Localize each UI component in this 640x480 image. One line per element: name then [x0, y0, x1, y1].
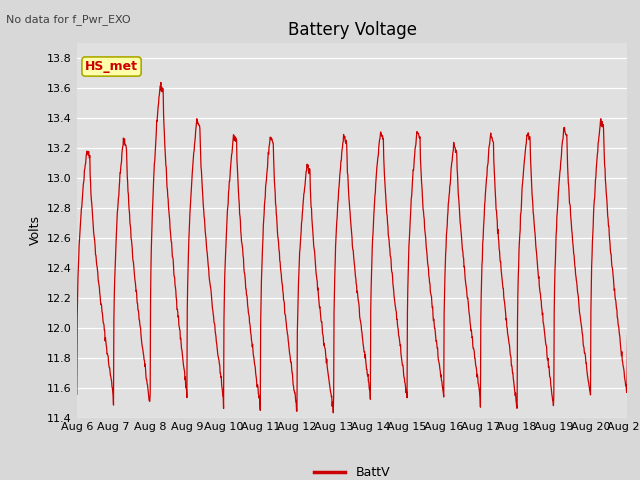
Text: HS_met: HS_met [85, 60, 138, 73]
Legend: BattV: BattV [309, 461, 395, 480]
Y-axis label: Volts: Volts [29, 216, 42, 245]
Title: Battery Voltage: Battery Voltage [287, 21, 417, 39]
Text: No data for f_Pwr_EXO: No data for f_Pwr_EXO [6, 14, 131, 25]
